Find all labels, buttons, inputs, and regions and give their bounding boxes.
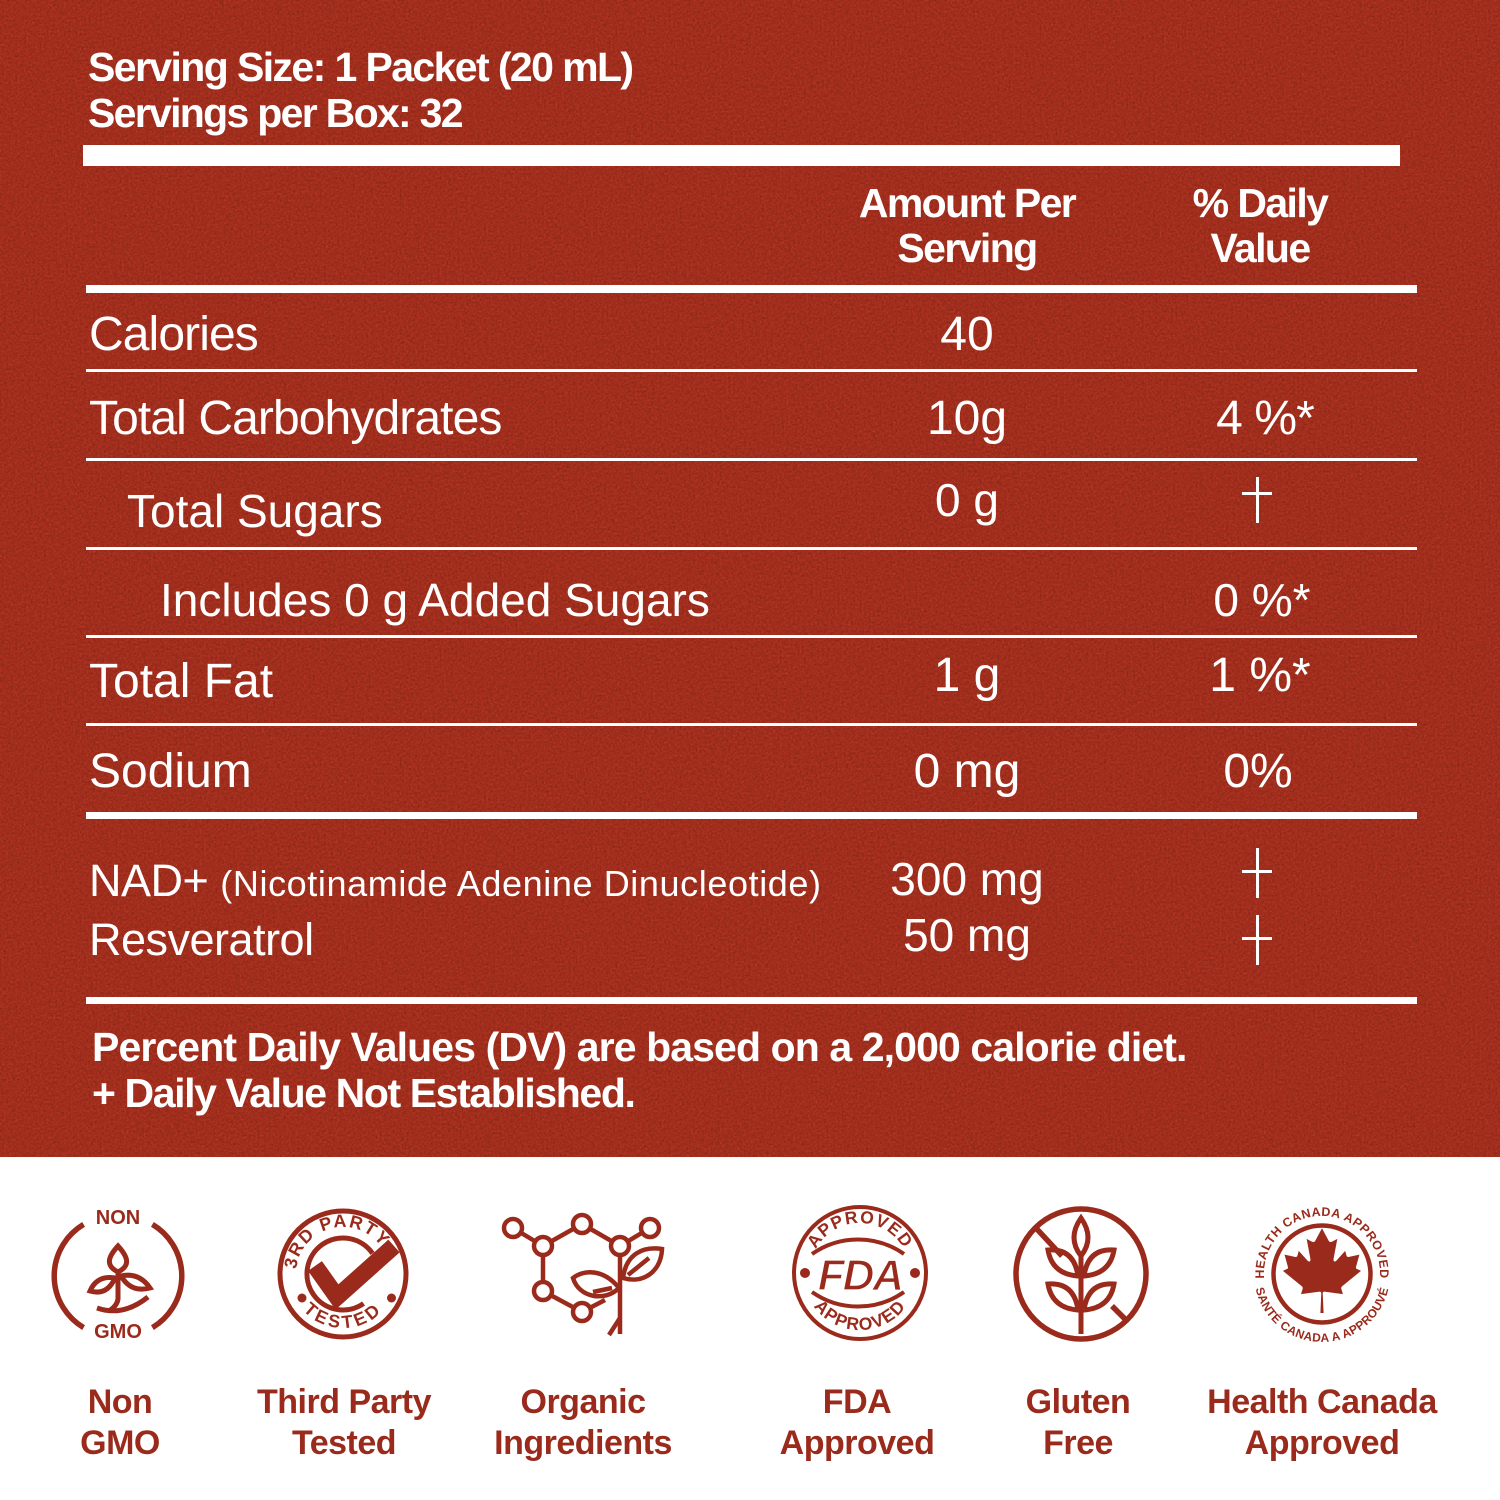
svg-text:FDA: FDA: [818, 1251, 902, 1300]
svg-text:GMO: GMO: [94, 1321, 142, 1343]
svg-text:FDA: FDA: [818, 1251, 902, 1300]
svg-text:NON: NON: [96, 1207, 140, 1229]
svg-text:APPROVED: APPROVED: [803, 1207, 918, 1252]
